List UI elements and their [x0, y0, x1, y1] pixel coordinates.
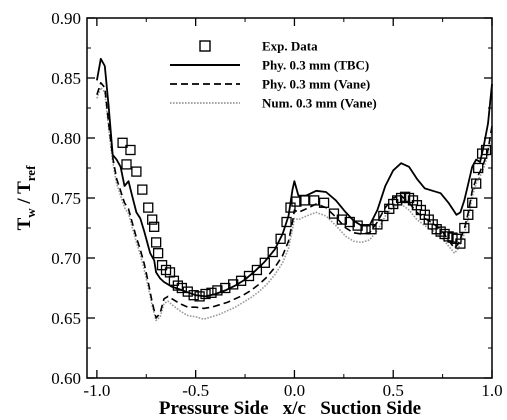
x-tick-label: -0.5 — [182, 381, 209, 400]
legend-marker-exp-data — [199, 40, 211, 52]
y-axis-label-main: T — [14, 217, 35, 230]
y-tick-label: 0.65 — [51, 309, 81, 328]
y-tick-label: 0.60 — [51, 369, 81, 388]
x-axis-label: Pressure Side x/c Suction Side — [159, 398, 421, 419]
x-tick-label: 0.5 — [383, 381, 404, 400]
exp-data-point — [291, 196, 302, 207]
exp-data-point — [200, 288, 211, 300]
exp-data-point — [473, 162, 484, 174]
series-layer — [96, 57, 493, 322]
exp-data-point — [378, 210, 389, 222]
exp-data-point — [251, 264, 263, 276]
exp-data-point — [267, 246, 278, 258]
exp-data-point — [360, 224, 371, 235]
y-axis-label: Tw / Tref — [14, 165, 38, 230]
exp-data-point — [150, 237, 162, 248]
exp-data-point — [275, 233, 286, 244]
exp-data-point — [131, 166, 142, 177]
tick-labels: 0.60 0.65 0.70 0.75 0.80 0.85 0.90 -1.0 -0.5 0.0 0… — [51, 9, 502, 400]
exp-data-point — [299, 195, 310, 206]
exp-data-point — [318, 197, 330, 208]
x-tick-label: -1.0 — [83, 381, 110, 400]
y-axis-label-mid: / T — [14, 181, 35, 208]
exp-data-point — [455, 238, 466, 249]
exp-data-point — [336, 214, 348, 225]
exp-data-point — [143, 202, 154, 213]
legend-label-num-0-3-mm-vane: Num. 0.3 mm (Vane) — [262, 96, 377, 111]
y-tick-label: 0.70 — [51, 249, 81, 268]
exp-data-point — [328, 208, 340, 219]
exp-data-point — [285, 202, 296, 213]
exp-data-point — [152, 248, 164, 259]
legend: Exp. Data Phy. 0.3 mm (TBC) Phy. 0.3 mm (V… — [170, 39, 377, 111]
exp-data-point — [176, 282, 187, 294]
exp-data-point — [243, 270, 255, 282]
exp-data-point — [125, 144, 136, 156]
x-tick-label: 0.0 — [284, 381, 305, 400]
exp-data-point — [259, 257, 270, 268]
exp-data-point — [344, 216, 355, 228]
legend-label-exp-data: Exp. Data — [262, 39, 318, 54]
exp-data-point — [149, 221, 160, 232]
exp-data-point — [121, 159, 132, 170]
plot-frame — [86, 17, 493, 379]
exp-data-point — [480, 144, 492, 156]
exp-data-point — [471, 178, 482, 189]
y-tick-label: 0.75 — [51, 189, 81, 208]
y-axis-label-sub2: ref — [23, 165, 38, 181]
exp-data-point — [281, 216, 292, 228]
exp-data-point — [352, 220, 363, 231]
x-tick-label: 1.0 — [481, 381, 502, 400]
exp-data-point — [137, 184, 148, 195]
y-axis-label-sub1: w — [23, 208, 38, 218]
y-tick-label: 0.85 — [51, 69, 81, 88]
series-exp-data — [117, 137, 492, 302]
legend-label-phy-0-3-mm-vane: Phy. 0.3 mm (Vane) — [262, 77, 370, 92]
exp-data-point — [220, 282, 231, 294]
legend-label-phy-0-3-mm-tbc: Phy. 0.3 mm (TBC) — [262, 58, 369, 73]
exp-data-point — [228, 279, 239, 290]
exp-data-point — [309, 195, 320, 206]
exp-data-point — [212, 285, 223, 296]
y-tick-label: 0.80 — [51, 129, 81, 148]
exp-data-point — [206, 287, 217, 298]
exp-data-point — [194, 291, 205, 302]
exp-data-point — [188, 290, 199, 301]
series-line-phy-0-3-mm-vane — [96, 82, 493, 319]
series-line-phy-0-3-mm-tbc — [96, 57, 493, 298]
exp-data-point — [459, 222, 470, 234]
y-tick-label: 0.90 — [51, 9, 81, 28]
exp-data-point — [467, 197, 478, 208]
exp-data-point — [182, 286, 193, 297]
exp-data-point — [147, 214, 158, 225]
exp-data-point — [372, 219, 383, 230]
exp-data-point — [117, 137, 128, 148]
exp-data-point — [463, 209, 474, 220]
